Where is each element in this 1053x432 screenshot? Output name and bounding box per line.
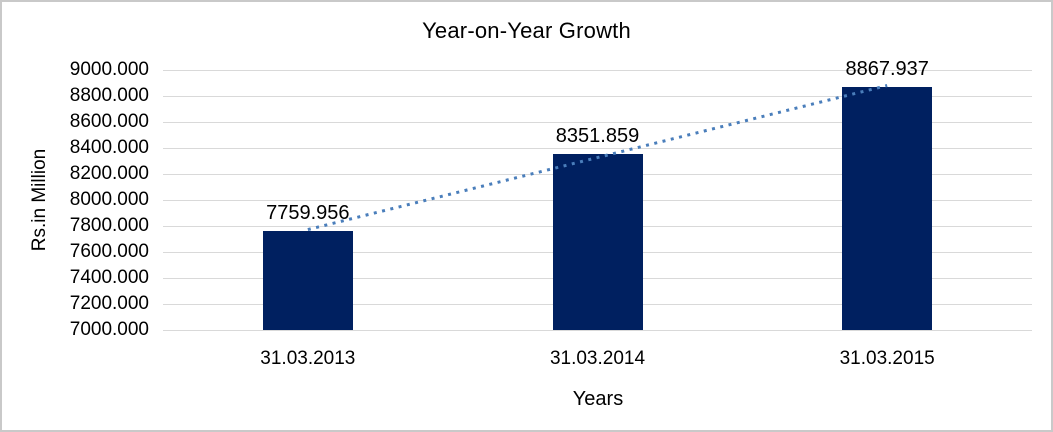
y-tick-label: 8200.000 xyxy=(69,163,149,184)
data-label: 8867.937 xyxy=(845,58,929,81)
gridline xyxy=(163,330,1032,331)
x-tick-label: 31.03.2015 xyxy=(839,348,935,369)
data-label: 7759.956 xyxy=(266,202,350,225)
x-axis-title: Years xyxy=(572,388,624,410)
y-tick-label: 7600.000 xyxy=(69,241,149,262)
y-tick-label: 9000.000 xyxy=(69,59,149,80)
y-tick-label: 8600.000 xyxy=(69,111,149,132)
chart-title: Year-on-Year Growth xyxy=(422,18,631,43)
y-tick-label: 7800.000 xyxy=(69,215,149,236)
y-tick-label: 8000.000 xyxy=(69,189,149,210)
bar xyxy=(262,231,353,330)
y-tick-label: 8400.000 xyxy=(69,137,149,158)
y-tick-label: 8800.000 xyxy=(69,85,149,106)
data-label: 8351.859 xyxy=(555,125,640,148)
bar xyxy=(552,154,643,330)
y-tick-label: 7000.000 xyxy=(69,319,149,340)
bar xyxy=(842,87,933,330)
gridline xyxy=(163,70,1032,71)
x-tick-label: 31.03.2014 xyxy=(549,348,646,369)
x-tick-label: 31.03.2013 xyxy=(260,348,356,369)
y-tick-label: 7400.000 xyxy=(69,267,149,288)
y-tick-label: 7200.000 xyxy=(69,293,149,314)
